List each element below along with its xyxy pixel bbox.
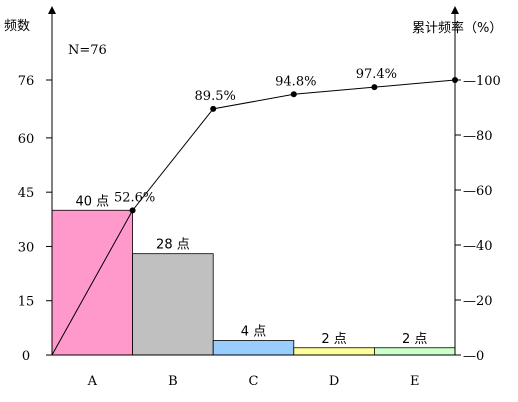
right-tick-label: —60	[463, 184, 493, 199]
bar-value-label: 4 点	[241, 325, 266, 340]
category-label: C	[249, 374, 259, 389]
cumulative-points	[129, 77, 458, 214]
right-tick-label: —20	[463, 294, 493, 309]
cumulative-labels: 52.6% 89.5% 94.8% 97.4%	[114, 67, 397, 205]
left-tick-label: 0	[22, 349, 30, 364]
category-label: B	[168, 374, 178, 389]
right-tick-label: —0	[463, 349, 484, 364]
left-axis-ticks: 0 15 30 45 60 76	[18, 74, 52, 364]
cumulative-label: 97.4%	[356, 67, 397, 82]
cumulative-point	[452, 77, 458, 83]
category-label: A	[87, 374, 98, 389]
cumulative-label: 89.5%	[195, 89, 236, 104]
left-tick-label: 60	[18, 132, 35, 147]
cumulative-point	[129, 207, 136, 214]
bar-value-label: 2 点	[402, 332, 427, 347]
cumulative-line	[51, 79, 456, 356]
right-tick-label: —100	[463, 74, 501, 89]
bar-B	[132, 253, 214, 356]
cumulative-point	[371, 84, 378, 91]
left-tick-label: 30	[18, 240, 35, 255]
cumulative-label: 52.6%	[114, 190, 155, 205]
right-axis-ticks: —0 —20 —40 —60 —80 —100	[455, 74, 501, 364]
left-axis-title: 频数	[4, 19, 30, 34]
bar-value-label: 2 点	[321, 332, 346, 347]
sample-size-label: N=76	[68, 43, 107, 58]
right-tick-label: —40	[463, 239, 493, 254]
cumulative-point	[210, 105, 217, 112]
cumulative-point	[290, 91, 297, 98]
left-tick-label: 76	[18, 74, 35, 89]
right-tick-label: —80	[463, 129, 493, 144]
left-tick-label: 45	[18, 186, 35, 201]
bar-E	[373, 347, 456, 356]
category-labels: A B C D E	[87, 374, 420, 389]
category-label: D	[329, 374, 339, 389]
category-label: E	[410, 374, 420, 389]
bar-value-label: 40 点	[75, 194, 109, 209]
bar-D	[293, 347, 375, 356]
left-tick-label: 15	[18, 295, 35, 310]
bar-value-labels: 40 点 28 点 4 点 2 点 2 点	[75, 194, 427, 347]
right-axis-title: 累计频率（%）	[412, 20, 502, 36]
cumulative-label: 94.8%	[275, 74, 316, 89]
bar-C	[212, 340, 295, 356]
bar-value-label: 28 点	[156, 238, 190, 253]
